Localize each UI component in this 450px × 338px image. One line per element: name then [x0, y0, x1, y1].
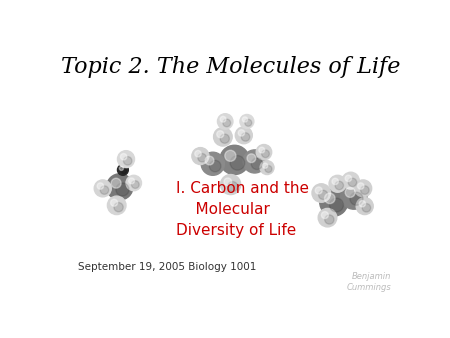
- Circle shape: [243, 150, 266, 173]
- Circle shape: [320, 188, 348, 216]
- Circle shape: [332, 178, 338, 185]
- Circle shape: [217, 114, 233, 129]
- Circle shape: [256, 145, 272, 160]
- Circle shape: [114, 202, 123, 212]
- Circle shape: [241, 133, 250, 141]
- Circle shape: [107, 174, 133, 200]
- Text: September 19, 2005 Biology 1001: September 19, 2005 Biology 1001: [78, 262, 256, 271]
- Circle shape: [261, 150, 270, 158]
- Circle shape: [220, 174, 241, 195]
- Circle shape: [119, 166, 123, 170]
- Circle shape: [131, 181, 139, 188]
- Circle shape: [220, 116, 226, 122]
- Circle shape: [356, 198, 373, 215]
- Circle shape: [97, 183, 104, 189]
- Circle shape: [359, 200, 365, 207]
- Circle shape: [360, 186, 369, 194]
- Circle shape: [228, 182, 238, 192]
- Circle shape: [319, 190, 328, 199]
- Circle shape: [223, 119, 230, 127]
- Circle shape: [345, 175, 351, 182]
- Circle shape: [117, 151, 135, 168]
- Circle shape: [126, 175, 141, 191]
- Circle shape: [217, 131, 224, 138]
- Circle shape: [247, 154, 256, 163]
- Circle shape: [335, 181, 343, 190]
- Circle shape: [129, 178, 135, 184]
- Circle shape: [325, 215, 334, 224]
- Circle shape: [111, 199, 117, 206]
- Circle shape: [198, 153, 207, 162]
- Circle shape: [324, 193, 335, 204]
- Circle shape: [357, 183, 364, 189]
- Text: Benjamin
Cummings: Benjamin Cummings: [346, 271, 391, 292]
- Circle shape: [362, 203, 371, 212]
- Circle shape: [225, 150, 236, 161]
- Circle shape: [259, 147, 265, 153]
- Circle shape: [251, 158, 263, 170]
- Circle shape: [111, 178, 121, 188]
- Circle shape: [312, 184, 331, 202]
- Circle shape: [123, 156, 132, 165]
- Circle shape: [209, 160, 221, 172]
- Circle shape: [195, 150, 201, 157]
- Circle shape: [342, 172, 359, 189]
- Circle shape: [245, 119, 252, 126]
- Circle shape: [214, 127, 232, 146]
- Circle shape: [108, 196, 126, 215]
- Circle shape: [121, 168, 127, 174]
- Circle shape: [220, 145, 249, 174]
- Circle shape: [224, 178, 232, 186]
- Circle shape: [262, 163, 268, 168]
- Circle shape: [235, 127, 252, 144]
- Circle shape: [350, 192, 363, 205]
- Circle shape: [355, 180, 372, 197]
- Circle shape: [329, 175, 346, 192]
- Circle shape: [100, 186, 109, 194]
- Circle shape: [230, 155, 245, 170]
- Circle shape: [321, 212, 328, 219]
- Circle shape: [238, 130, 245, 136]
- Circle shape: [348, 178, 357, 187]
- Circle shape: [345, 188, 355, 197]
- Circle shape: [116, 183, 129, 196]
- Circle shape: [117, 165, 128, 175]
- Circle shape: [240, 115, 254, 128]
- Circle shape: [265, 166, 272, 172]
- Circle shape: [315, 187, 322, 194]
- Circle shape: [201, 152, 225, 175]
- Circle shape: [242, 117, 248, 122]
- Circle shape: [220, 134, 230, 143]
- Circle shape: [94, 180, 111, 197]
- Circle shape: [329, 198, 343, 212]
- Text: Topic 2. The Molecules of Life: Topic 2. The Molecules of Life: [61, 56, 400, 78]
- Circle shape: [192, 148, 209, 165]
- Circle shape: [120, 153, 127, 160]
- Circle shape: [205, 156, 214, 165]
- Circle shape: [318, 209, 337, 227]
- Circle shape: [260, 161, 274, 174]
- Text: I. Carbon and the
    Molecular
Diversity of Life: I. Carbon and the Molecular Diversity of…: [176, 182, 310, 239]
- Circle shape: [341, 183, 367, 209]
